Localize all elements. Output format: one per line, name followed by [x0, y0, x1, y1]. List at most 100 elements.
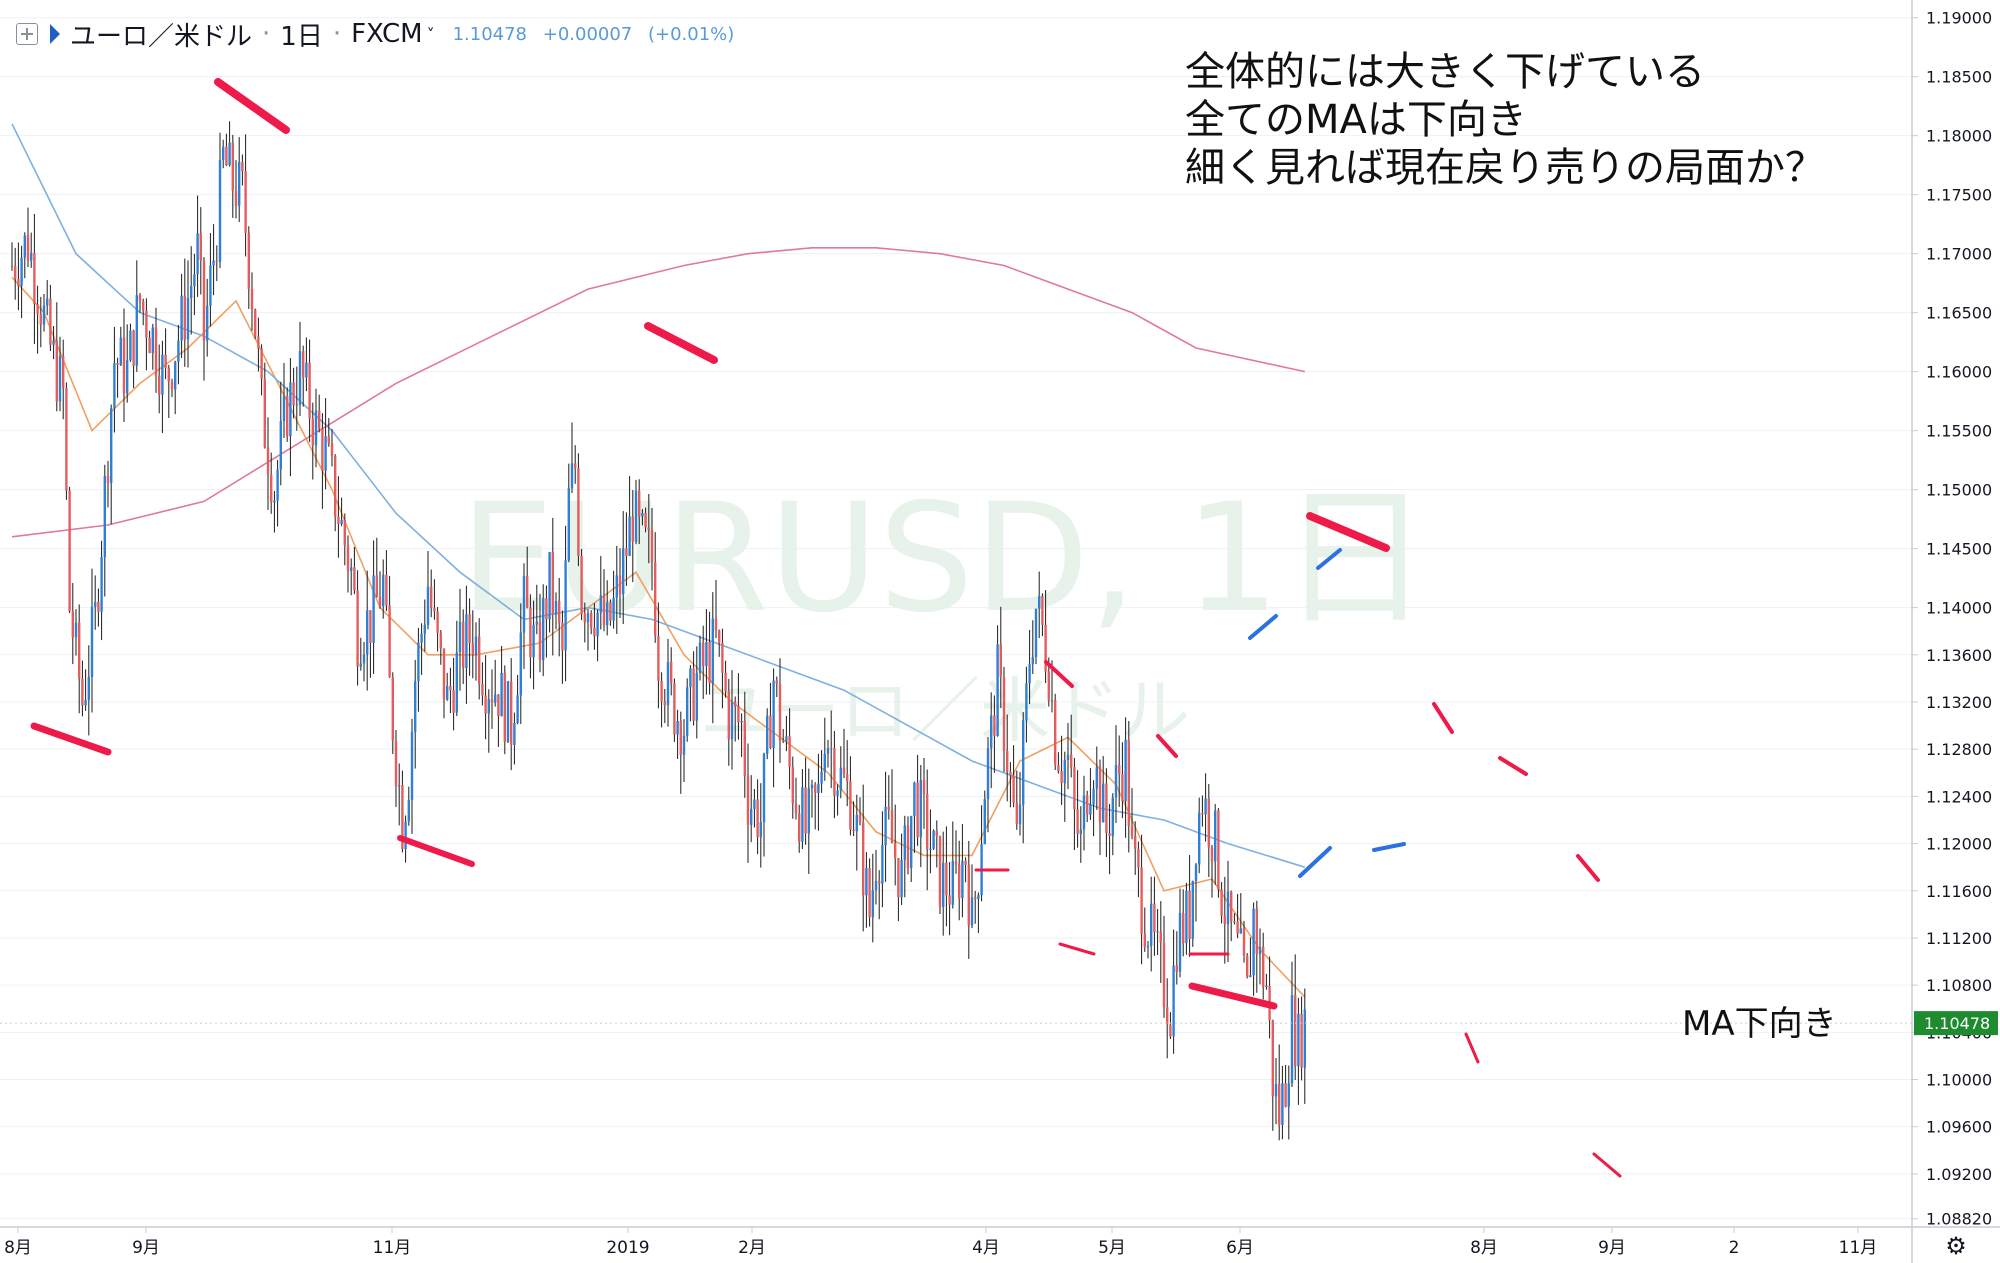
candle	[954, 830, 958, 874]
flag-icon	[50, 24, 60, 44]
price-tick-label: 1.17500	[1926, 186, 1992, 205]
candle	[612, 570, 615, 629]
candle	[138, 292, 142, 313]
candle-body	[1207, 798, 1210, 848]
candle-body	[1018, 804, 1022, 825]
candle-body	[1281, 1083, 1284, 1125]
candle-body	[666, 661, 670, 706]
broker[interactable]: FXCM	[351, 19, 423, 49]
candle	[151, 323, 154, 370]
quote-change: +0.00007	[542, 23, 633, 45]
candle	[308, 339, 311, 443]
candle-body	[676, 721, 679, 735]
candle-body	[791, 766, 794, 804]
candle	[926, 769, 929, 891]
candle-body	[996, 644, 999, 736]
add-symbol-icon[interactable]	[16, 23, 38, 45]
candle-body	[1057, 765, 1060, 772]
candle-body	[1070, 754, 1073, 768]
candle	[23, 232, 26, 279]
candle	[874, 849, 878, 905]
price-axis-bg	[1912, 0, 2000, 1263]
candle	[1300, 996, 1303, 1081]
candle	[394, 730, 398, 807]
candle	[78, 604, 81, 714]
annotation-text: 全体的には大きく下げている 全てのMAは下向き 細く見れば現在戻り売りの局面か？	[1185, 48, 1825, 192]
candle	[1060, 735, 1063, 805]
candle	[660, 672, 663, 728]
candle	[452, 657, 455, 731]
candle	[1207, 784, 1210, 877]
candle	[730, 670, 734, 770]
candle-body	[398, 785, 401, 787]
candle	[500, 645, 503, 717]
candle-body	[257, 336, 260, 349]
candle	[657, 602, 660, 709]
candle	[1201, 795, 1204, 827]
candle	[673, 678, 676, 742]
candle-body	[39, 314, 42, 325]
candle-body	[852, 829, 855, 832]
moving-average-line	[11, 276, 1306, 998]
candle-body	[554, 600, 558, 615]
trend-marker	[1058, 942, 1096, 956]
candle	[689, 665, 692, 722]
candle	[625, 512, 628, 586]
candle-body	[993, 715, 996, 736]
candle-body	[1294, 995, 1297, 1067]
candle-body	[362, 654, 366, 664]
gear-icon[interactable]: ⚙	[1945, 1232, 1967, 1260]
candle-body	[1287, 1083, 1290, 1107]
candle-body	[890, 810, 894, 843]
candle-body	[1166, 1007, 1169, 1025]
symbol-name[interactable]: ユーロ／米ドル	[70, 21, 253, 52]
candle	[494, 659, 497, 707]
price-tick-label: 1.16500	[1926, 304, 1992, 323]
time-tick-label: 2019	[606, 1238, 649, 1258]
price-tick-label: 1.13600	[1926, 646, 1992, 665]
candle	[510, 658, 513, 771]
price-tick-label: 1.11200	[1926, 929, 1992, 948]
timeframe[interactable]: 1日	[280, 21, 323, 52]
candle-body	[1102, 783, 1105, 823]
candle	[785, 715, 788, 752]
candle-body	[452, 690, 455, 713]
candle-body	[679, 721, 682, 755]
candle-body	[961, 860, 964, 899]
candle	[855, 794, 858, 871]
candle	[535, 584, 538, 635]
candle-body	[564, 560, 567, 651]
time-axis[interactable]: 8月 9月 11月 2019 2月 4月 5月 6月 8月 9月 2 11月 ⚙	[0, 1226, 2000, 1260]
candle	[823, 717, 826, 781]
candle-body	[404, 821, 407, 850]
candle	[1242, 920, 1246, 963]
candle	[36, 285, 39, 354]
candle	[788, 708, 791, 790]
candle-body	[548, 552, 551, 620]
candle-body	[375, 575, 378, 597]
trend-marker	[1432, 702, 1454, 734]
candle	[372, 540, 375, 674]
candle	[548, 552, 551, 633]
candle-body	[510, 681, 513, 745]
trend-marker	[1464, 1032, 1480, 1064]
candle	[190, 246, 193, 335]
candle-body	[826, 747, 830, 754]
price-tick-label: 1.18000	[1926, 127, 1992, 146]
candle	[1137, 841, 1140, 898]
candle	[1079, 806, 1082, 863]
candle-body	[734, 701, 737, 707]
candle	[798, 804, 801, 853]
candle	[807, 768, 810, 874]
chevron-down-icon[interactable]: ˅	[426, 24, 435, 44]
candle	[1076, 770, 1079, 848]
candle	[468, 598, 471, 676]
candle	[516, 675, 519, 725]
candle-body	[62, 356, 65, 388]
candle-body	[414, 681, 417, 732]
candle-body	[542, 598, 545, 661]
candle	[951, 821, 954, 909]
candle-body	[906, 825, 910, 869]
